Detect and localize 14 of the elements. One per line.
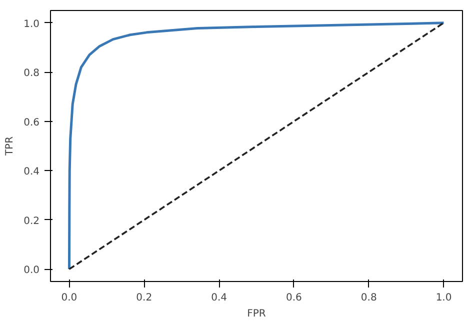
y-tick-label: 0.2 xyxy=(24,216,40,227)
x-tick-label: 0.8 xyxy=(360,292,377,304)
x-tick-label: 0.6 xyxy=(286,292,302,304)
x-axis-title: FPR xyxy=(247,308,266,320)
x-tick-label: 0.4 xyxy=(211,292,227,304)
y-tick-label: 0.8 xyxy=(24,68,40,80)
y-tick-label: 0.6 xyxy=(24,117,40,128)
x-tick-label: 0.2 xyxy=(136,292,152,304)
x-tick-label: 0.0 xyxy=(61,292,78,304)
x-tick-label: 1.0 xyxy=(436,292,452,304)
y-axis-title: TPR xyxy=(4,136,16,157)
y-tick-label: 1.0 xyxy=(24,18,40,30)
y-tick-label: 0.0 xyxy=(24,265,40,276)
y-tick-label: 0.4 xyxy=(24,166,40,178)
